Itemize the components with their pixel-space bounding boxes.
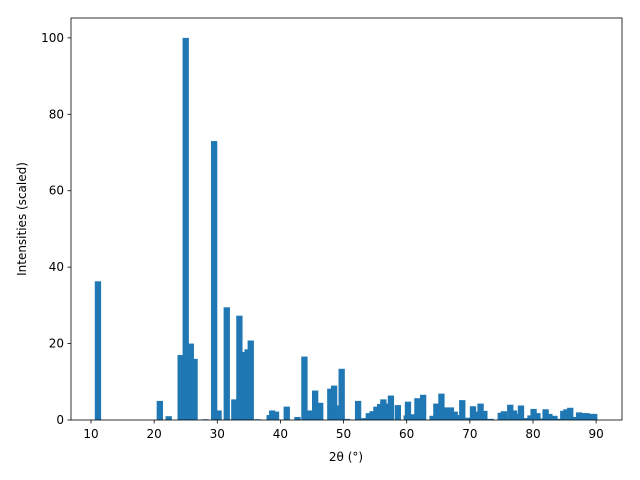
- y-tick-label: 20: [49, 337, 64, 351]
- y-tick-label: 60: [49, 184, 64, 198]
- x-tick-label: 10: [83, 427, 98, 441]
- x-tick-label: 30: [210, 427, 225, 441]
- bar: [451, 411, 458, 420]
- bar: [377, 403, 384, 420]
- bar: [365, 413, 372, 420]
- bar: [517, 405, 525, 420]
- bar: [538, 418, 545, 420]
- bar: [563, 409, 570, 420]
- y-tick-label: 0: [56, 413, 64, 427]
- bar: [387, 395, 395, 420]
- bar: [419, 394, 427, 420]
- bar: [210, 141, 218, 420]
- bar: [551, 415, 558, 420]
- bar: [583, 413, 590, 420]
- y-tick-label: 100: [41, 31, 64, 45]
- x-tick-label: 90: [588, 427, 603, 441]
- plot-frame: [70, 17, 623, 421]
- bar: [534, 413, 541, 420]
- bar: [473, 411, 480, 420]
- bar: [465, 417, 472, 420]
- bar: [447, 407, 455, 420]
- bar: [442, 407, 449, 420]
- bar: [306, 410, 313, 420]
- bar: [247, 340, 254, 420]
- bar: [236, 315, 243, 420]
- bar: [591, 413, 598, 420]
- bar: [404, 401, 412, 420]
- bar: [330, 385, 338, 420]
- bar: [361, 418, 368, 420]
- bar: [223, 307, 230, 420]
- bar: [433, 403, 440, 420]
- bar: [469, 406, 477, 420]
- bar: [311, 390, 319, 420]
- bar: [177, 355, 184, 420]
- bar: [575, 412, 583, 420]
- bar: [301, 356, 308, 420]
- bar: [500, 411, 508, 420]
- bar: [215, 410, 222, 420]
- bar: [156, 400, 163, 420]
- x-tick-label: 70: [462, 427, 477, 441]
- bar: [343, 418, 350, 420]
- bar: [327, 388, 334, 420]
- y-tick-label: 80: [49, 107, 64, 121]
- bar: [570, 416, 578, 420]
- bar: [394, 405, 402, 420]
- bar: [414, 398, 421, 420]
- bar: [522, 418, 529, 420]
- bar: [514, 413, 521, 420]
- bar: [567, 407, 574, 420]
- bar: [542, 409, 549, 420]
- bar: [481, 410, 488, 420]
- bar: [555, 418, 563, 420]
- bar: [94, 281, 102, 420]
- bar: [530, 408, 537, 420]
- bar: [269, 410, 276, 420]
- bar: [294, 416, 301, 420]
- bar: [410, 414, 417, 420]
- bar: [546, 413, 553, 420]
- y-tick-label: 40: [49, 260, 64, 274]
- bar: [317, 402, 324, 420]
- x-axis-label: 2θ (°): [329, 450, 363, 464]
- bar: [459, 400, 466, 420]
- bar: [487, 418, 494, 420]
- bar: [165, 416, 172, 420]
- x-tick-label: 80: [525, 427, 540, 441]
- x-tick-label: 50: [336, 427, 351, 441]
- x-tick-label: 20: [147, 427, 162, 441]
- bar: [438, 393, 445, 420]
- bar: [477, 403, 484, 420]
- bar: [338, 368, 345, 420]
- bar: [373, 406, 380, 420]
- bar: [369, 411, 376, 420]
- bar: [182, 37, 189, 420]
- bar: [191, 358, 198, 420]
- y-axis-label: Intensities (scaled): [15, 162, 29, 276]
- x-tick-label: 40: [273, 427, 288, 441]
- bar: [507, 404, 514, 420]
- bar: [429, 415, 436, 420]
- bar: [283, 406, 290, 420]
- bar: [334, 405, 341, 420]
- bar: [231, 399, 238, 420]
- bar: [272, 411, 280, 420]
- bar: [354, 400, 362, 420]
- bar: [579, 413, 587, 420]
- x-tick-label: 60: [399, 427, 414, 441]
- bar: [380, 399, 387, 420]
- bar: [187, 343, 194, 420]
